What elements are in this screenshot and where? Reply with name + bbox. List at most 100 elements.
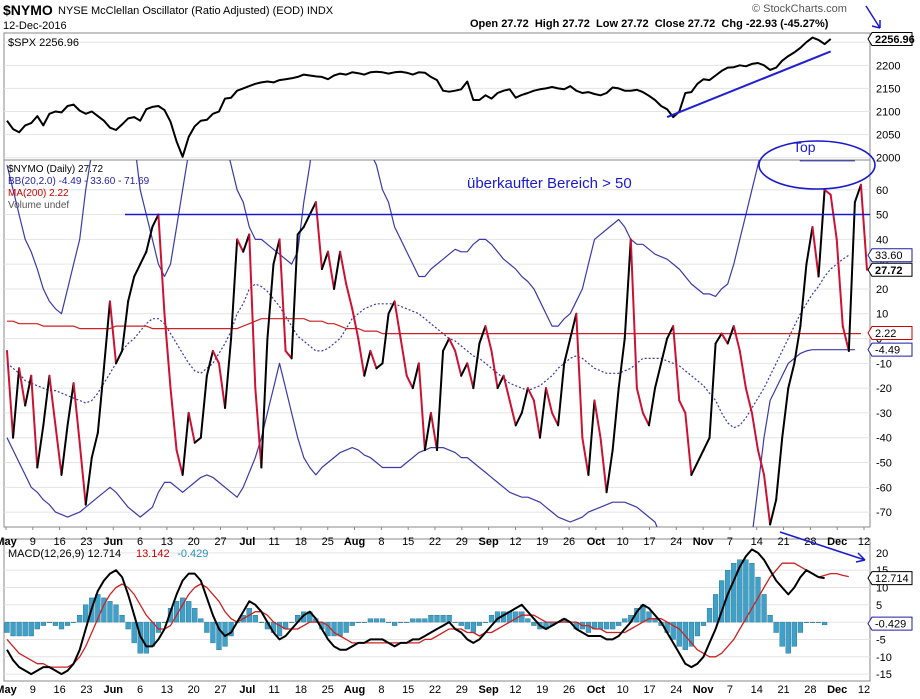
nymo-legend-3: Volume undef	[8, 200, 69, 211]
nymo-line-segment	[90, 431, 99, 459]
nymo-line-segment	[314, 201, 323, 271]
nymo-line-segment	[799, 263, 808, 328]
spx-price-line	[6, 36, 832, 158]
nymo-line-segment	[448, 337, 457, 352]
nymo-line-segment	[853, 183, 862, 204]
macd-legend-0: MACD(12,26,9) 12.714	[8, 548, 121, 560]
macd-histogram-bar	[452, 621, 458, 623]
macd-y-tick-label: -15	[876, 669, 892, 681]
nymo-line-segment	[538, 387, 548, 439]
nymo-line-segment	[339, 250, 348, 285]
macd-histogram-bar	[597, 621, 604, 630]
macd-histogram-bar	[52, 621, 59, 626]
nymo-tag-0-box	[867, 248, 913, 263]
nymo-line-segment	[6, 349, 15, 439]
spx-last-tag: 2256.96	[875, 34, 915, 46]
x-tick-label-bottom: Aug	[344, 684, 365, 696]
macd-histogram-bar	[525, 618, 531, 623]
bb-upper-line	[6, 160, 855, 327]
nymo-legend-2: MA(200) 2.22	[8, 188, 69, 199]
macd-histogram-bar	[113, 604, 119, 623]
x-tick-label: 12	[509, 536, 521, 548]
nymo-line-segment	[787, 362, 796, 390]
nymo-line-segment	[169, 387, 178, 452]
nymo-line-segment	[369, 349, 378, 370]
nymo-legend-0: $NYMO (Daily) 27.72	[8, 164, 103, 175]
macd-histogram-bar	[40, 621, 46, 626]
nymo-line-segment	[102, 300, 111, 370]
nymo-line-segment	[145, 225, 154, 253]
macd-histogram-bar	[58, 621, 65, 630]
nymo-line-segment	[508, 399, 517, 427]
macd-histogram-bar	[688, 621, 694, 647]
nymo-y-tick-label: -50	[876, 458, 892, 470]
x-tick-label-bottom: 18	[295, 684, 307, 696]
nymo-line-segment	[54, 424, 63, 476]
x-tick-label-bottom: 27	[214, 684, 226, 696]
x-tick-label: Jun	[103, 536, 123, 548]
nymo-line-segment	[756, 449, 766, 476]
nymo-line-segment	[375, 362, 384, 370]
x-tick-label-bottom: 12	[509, 684, 521, 696]
nymo-line-segment	[66, 382, 75, 427]
nymo-line-segment	[429, 411, 438, 452]
nymo-line-segment	[387, 300, 396, 315]
nymo-line-segment	[593, 399, 602, 439]
nymo-line-segment	[490, 349, 499, 390]
bb-middle-line	[6, 254, 850, 429]
nymo-line-segment	[599, 436, 608, 494]
macd-histogram-bar	[694, 621, 701, 637]
nymo-line-segment	[236, 238, 245, 253]
x-tick-label: 7	[727, 536, 733, 548]
x-tick-label: 21	[777, 536, 789, 548]
nymo-line-segment	[60, 424, 69, 476]
nymo-line-segment	[557, 362, 566, 427]
nymo-line-segment	[666, 325, 675, 340]
macd-histogram-bar	[276, 621, 283, 637]
spx-y-tick-label: 2150	[876, 83, 900, 95]
nymo-y-tick-label: 40	[876, 234, 888, 246]
x-tick-label-bottom: 12	[858, 684, 870, 696]
macd-signal-line	[6, 562, 849, 668]
macd-histogram-bar	[16, 621, 22, 637]
macd-histogram-bar	[706, 608, 713, 623]
macd-histogram-bar	[458, 621, 464, 626]
nymo-line-segment	[817, 188, 826, 278]
nymo-tag-2: 2.22	[875, 328, 896, 340]
macd-histogram-bar	[355, 621, 361, 623]
macd-histogram-bar	[379, 618, 386, 623]
header-arrow	[865, 5, 881, 29]
macd-histogram-bar	[488, 614, 495, 623]
x-tick-label: 20	[188, 536, 200, 548]
x-tick-label: 10	[617, 536, 629, 548]
macd-histogram-bar	[464, 621, 470, 630]
nymo-line-segment	[417, 362, 426, 452]
overbought-annotation: überkaufter Bereich > 50	[467, 175, 632, 192]
x-tick-label-bottom: 14	[751, 684, 763, 696]
nymo-line-segment	[623, 238, 632, 340]
macd-histogram-bar	[373, 618, 380, 623]
x-tick-label-bottom: 8	[378, 684, 384, 696]
nymo-line-segment	[266, 263, 275, 340]
macd-line	[6, 548, 825, 676]
open-label: Open	[470, 18, 499, 30]
nymo-line-segment	[193, 436, 202, 444]
x-axis: May May 9 9 16 16 23 23 Jun Jun 6 6 13 13 20 20 27 27 Jul J…	[0, 527, 870, 696]
close-label: Close	[654, 18, 685, 30]
macd-panel: -15-10-505101520MACD(12,26,9) 12.71413.1…	[3, 538, 913, 682]
nymo-line-segment	[569, 312, 578, 340]
top-ellipse	[758, 140, 876, 190]
x-tick-label-bottom: 15	[402, 684, 414, 696]
nymo-y-tick-label: -40	[876, 433, 892, 445]
chart-symbol: $NYMO	[3, 2, 53, 18]
nymo-y-tick-label: -10	[876, 358, 892, 370]
macd-histogram-bar	[143, 621, 149, 654]
macd-histogram-bar	[398, 621, 404, 623]
x-tick-label: 29	[456, 536, 468, 548]
macd-histogram-bar	[737, 559, 743, 623]
spx-panel: 200020502100215022002250$SPX 2256.962256…	[3, 32, 915, 165]
nymo-line-segment	[793, 325, 802, 365]
nymo-line-segment	[720, 332, 729, 345]
nymo-line-segment	[629, 238, 638, 390]
